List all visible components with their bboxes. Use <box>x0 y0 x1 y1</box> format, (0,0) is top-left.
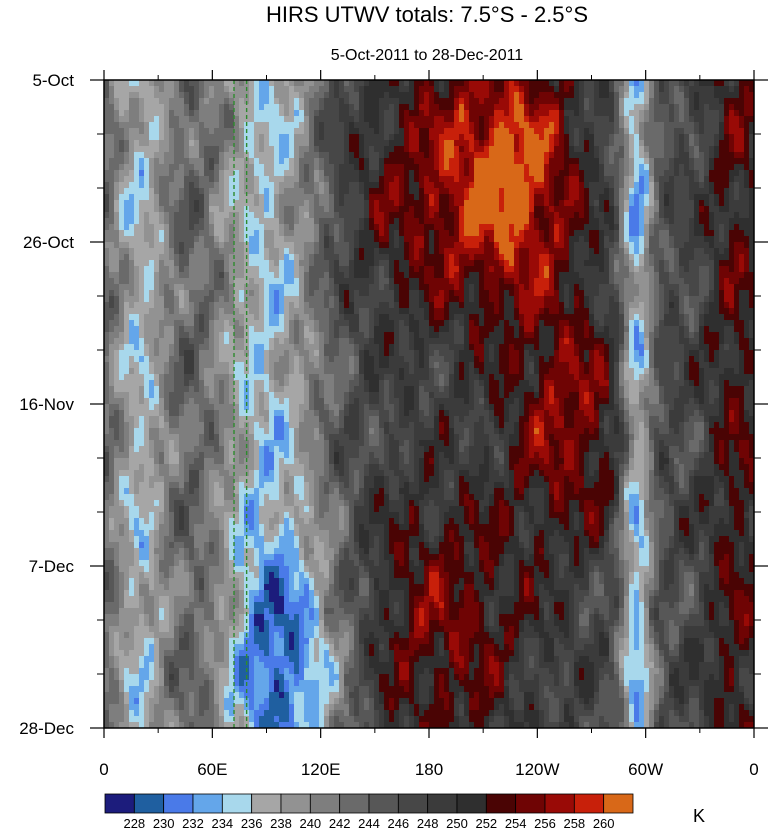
colorbar-box-9 <box>368 793 399 814</box>
colorbar-label-12: 252 <box>475 816 497 830</box>
axes: 0 60E 120E 180 120W 60W 0 5-Oct 26-Oct 16-Nov 7-De… <box>19 70 768 779</box>
colorbar-label-6: 240 <box>299 816 321 830</box>
colorbar-label-2: 232 <box>182 816 204 830</box>
colorbar-label-4: 236 <box>241 816 263 830</box>
contour-field <box>104 80 754 728</box>
y-tick-label-3: 7-Dec <box>29 557 75 576</box>
y-tick-label-1: 26-Oct <box>23 233 74 252</box>
colorbar-box-11 <box>427 793 458 814</box>
colorbar-box-3 <box>192 793 223 814</box>
colorbar-box-2 <box>163 793 194 814</box>
x-tick-label-5: 60W <box>628 760 663 779</box>
y-tick-label-4: 28-Dec <box>19 719 74 738</box>
x-tick-label-1: 60E <box>197 760 227 779</box>
colorbar-label-7: 242 <box>329 816 351 830</box>
colorbar-label-1: 230 <box>153 816 175 830</box>
colorbar-box-15 <box>544 793 575 814</box>
colorbar-label-9: 246 <box>387 816 409 830</box>
colorbar-label-14: 256 <box>534 816 556 830</box>
x-tick-label-2: 120E <box>301 760 341 779</box>
colorbar-box-10 <box>397 793 429 814</box>
colorbar-box-8 <box>339 793 370 814</box>
colorbar-label-10: 248 <box>417 816 439 830</box>
y-tick-label-2: 16-Nov <box>19 395 74 414</box>
colorbar-box-16 <box>573 793 605 814</box>
colorbar-label-3: 234 <box>211 816 233 830</box>
colorbar-label-11: 250 <box>446 816 468 830</box>
y-tick-label-0: 5-Oct <box>32 71 74 90</box>
colorbar-unit: K <box>693 806 705 826</box>
colorbar-box-17 <box>603 793 634 814</box>
colorbar-box-7 <box>309 793 341 814</box>
x-tick-label-3: 180 <box>415 760 443 779</box>
colorbar-box-13 <box>485 793 517 814</box>
colorbar-label-15: 258 <box>563 816 585 830</box>
colorbar-label-8: 244 <box>358 816 380 830</box>
colorbar-label-0: 228 <box>123 816 145 830</box>
colorbar-box-6 <box>280 793 311 814</box>
colorbar-label-13: 254 <box>505 816 527 830</box>
colorbar-box-12 <box>456 793 487 814</box>
colorbar-box-4 <box>221 793 253 814</box>
colorbar-label-16: 260 <box>593 816 615 830</box>
x-tick-label-0: 0 <box>99 760 108 779</box>
x-tick-label-6: 0 <box>749 760 758 779</box>
colorbar-label-5: 238 <box>270 816 292 830</box>
reference-lines <box>233 80 248 728</box>
colorbar-box-5 <box>251 793 282 814</box>
chart-subtitle: 5-Oct-2011 to 28-Dec-2011 <box>331 47 524 64</box>
x-tick-label-4: 120W <box>515 760 559 779</box>
chart-title: HIRS UTWV totals: 7.5°S - 2.5°S <box>266 2 588 27</box>
colorbar-box-0 <box>104 793 135 814</box>
colorbar-box-14 <box>515 793 546 814</box>
colorbar-box-1 <box>133 793 165 814</box>
colorbar: 228 230 232 234 236 238 240 242 244 246 248 250 252 2… <box>104 793 634 830</box>
